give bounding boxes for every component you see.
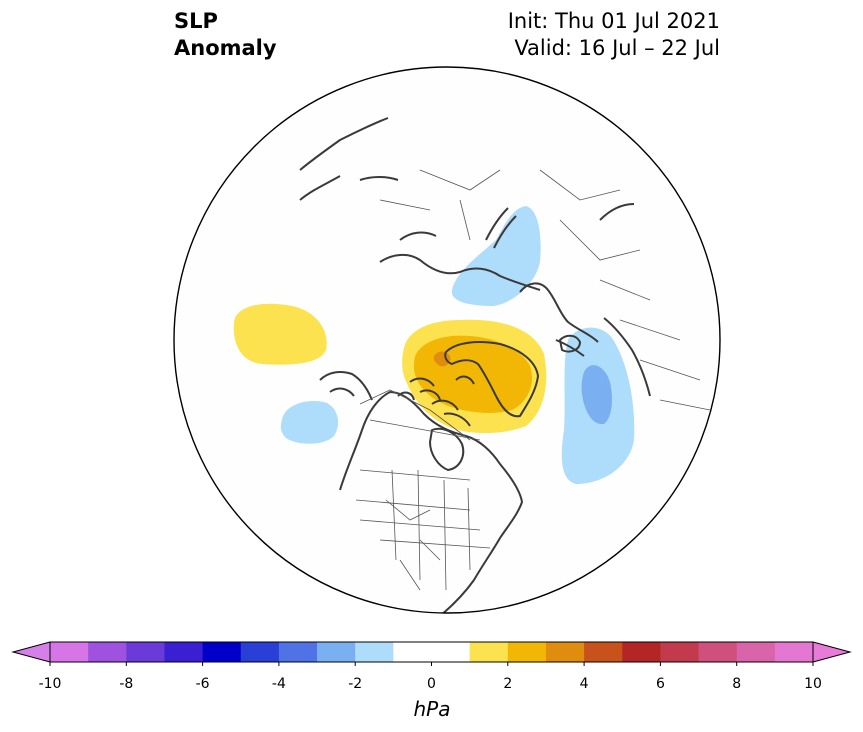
colorbar-tick-label: 4 <box>580 676 589 692</box>
colorbar-bin <box>164 642 203 662</box>
greenland-coast <box>444 341 539 418</box>
north-america-coast <box>339 391 523 613</box>
forecast-dates: Init: Thu 01 Jul 2021 Valid: 16 Jul – 22… <box>508 8 720 62</box>
colorbar-tick-label: 6 <box>656 676 665 692</box>
map-boundary <box>173 66 721 614</box>
russia-arctic-coast <box>379 231 541 291</box>
map-title: SLP Anomaly <box>174 8 277 62</box>
colorbar-bin <box>126 642 165 662</box>
canadian-archipelago <box>397 375 475 427</box>
colorbar-unit: hPa <box>414 697 451 721</box>
colorbar-bin <box>278 642 318 662</box>
negative-anomaly-east-pacific <box>280 400 339 444</box>
colorbar-extend-low-outline <box>11 641 51 663</box>
colorbar-bin <box>240 642 280 662</box>
colorbar-bin <box>393 642 432 662</box>
colorbar-bin <box>88 642 127 662</box>
siberia-coast <box>299 117 399 201</box>
colorbar-tick-label: 0 <box>427 676 436 692</box>
colorbar-tick-label: -8 <box>119 676 133 692</box>
europe-coast <box>599 203 651 397</box>
colorbar-tick-label: -10 <box>39 676 62 692</box>
colorbar-bin <box>507 642 547 662</box>
colorbar-bin <box>202 642 242 662</box>
colorbar-tick-label: 2 <box>503 676 512 692</box>
hudson-bay <box>429 427 465 471</box>
title-line-2: Anomaly <box>174 36 277 60</box>
colorbar-tick-label: 8 <box>732 676 741 692</box>
novaya-zemlya <box>485 207 517 249</box>
colorbar-extend-high-outline <box>812 641 852 663</box>
init-date: Init: Thu 01 Jul 2021 <box>507 9 720 33</box>
valid-range: Valid: 16 Jul – 22 Jul <box>514 36 720 60</box>
colorbar-tick-label: 10 <box>804 676 822 692</box>
colorbar-bin <box>736 642 776 662</box>
colorbar-tick-label: -2 <box>348 676 362 692</box>
colorbar: -10 -8 -6 -4 -2 0 2 4 6 8 10 hPa <box>11 641 852 721</box>
colorbar-bin <box>317 642 356 662</box>
colorbar-bin <box>545 642 585 662</box>
map-disk <box>174 67 720 613</box>
positive-anomaly-greenland-peak <box>433 351 451 367</box>
colorbar-extend-low <box>13 642 50 662</box>
colorbar-tick-label: -6 <box>196 676 210 692</box>
colorbar-bin <box>584 642 623 662</box>
coastlines <box>299 117 651 613</box>
scandinavia-coast <box>519 282 599 357</box>
title-line-1: SLP <box>174 9 218 33</box>
negative-anomaly-europe-core <box>581 365 612 425</box>
alaska-coast <box>319 371 373 401</box>
colorbar-bin <box>660 642 699 662</box>
negative-anomaly-scandinavia <box>451 206 541 306</box>
colorbar-bin <box>698 642 738 662</box>
positive-anomaly-north-pacific <box>233 303 327 365</box>
colorbar-bin <box>774 642 814 662</box>
iceland <box>559 334 581 353</box>
colorbar-bin <box>622 642 661 662</box>
colorbar-bin <box>469 642 509 662</box>
political-borders <box>355 169 711 591</box>
colorbar-extend-high <box>813 642 850 662</box>
colorbar-bin <box>50 642 89 662</box>
colorbar-bin <box>431 642 471 662</box>
colorbar-bin <box>355 642 394 662</box>
colorbar-tick-label: -4 <box>272 676 286 692</box>
